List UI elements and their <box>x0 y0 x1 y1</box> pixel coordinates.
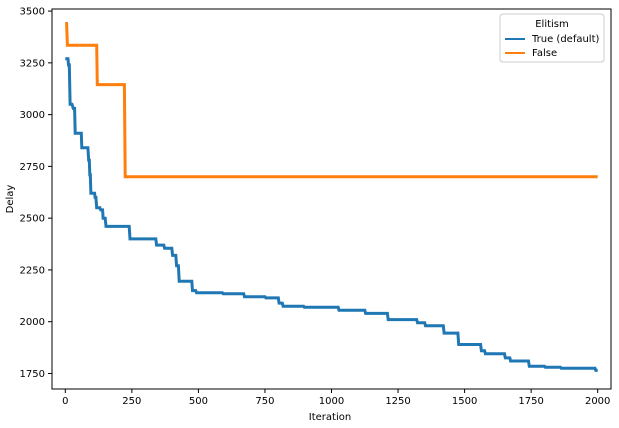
y-tick-label: 2750 <box>20 162 45 173</box>
x-tick-label: 2000 <box>585 396 610 407</box>
y-axis-ticks: 1750 2000 2250 2500 2750 3000 3250 3500 <box>20 7 52 380</box>
series-line-true-default <box>65 57 598 372</box>
series-line-false <box>65 22 598 179</box>
legend-box <box>499 13 605 63</box>
y-tick-label: 2250 <box>20 265 45 276</box>
legend-label-true-default: True (default) <box>531 34 600 45</box>
y-tick-label: 3250 <box>20 58 45 69</box>
legend-title: Elitism <box>535 19 569 30</box>
x-tick-label: 250 <box>122 396 141 407</box>
y-tick-label: 3000 <box>20 110 45 121</box>
y-tick-label: 1750 <box>20 369 45 380</box>
x-tick-label: 750 <box>255 396 274 407</box>
y-tick-label: 2500 <box>20 214 45 225</box>
series-layer <box>65 22 598 372</box>
legend-label-false: False <box>532 48 557 59</box>
x-tick-label: 1000 <box>319 396 344 407</box>
x-axis-label: Iteration <box>309 412 351 423</box>
plot-area-frame <box>51 8 612 390</box>
y-tick-label: 3500 <box>20 7 45 18</box>
x-tick-label: 1500 <box>452 396 477 407</box>
y-axis-label: Delay <box>5 185 16 214</box>
x-tick-label: 1750 <box>518 396 543 407</box>
y-tick-label: 2000 <box>20 317 45 328</box>
x-tick-label: 0 <box>62 396 68 407</box>
x-tick-label: 1250 <box>385 396 410 407</box>
legend: Elitism True (default) False <box>499 13 605 63</box>
x-tick-label: 500 <box>189 396 208 407</box>
x-axis-ticks: 0 250 500 750 1000 1250 1500 1750 2000 <box>62 389 610 407</box>
